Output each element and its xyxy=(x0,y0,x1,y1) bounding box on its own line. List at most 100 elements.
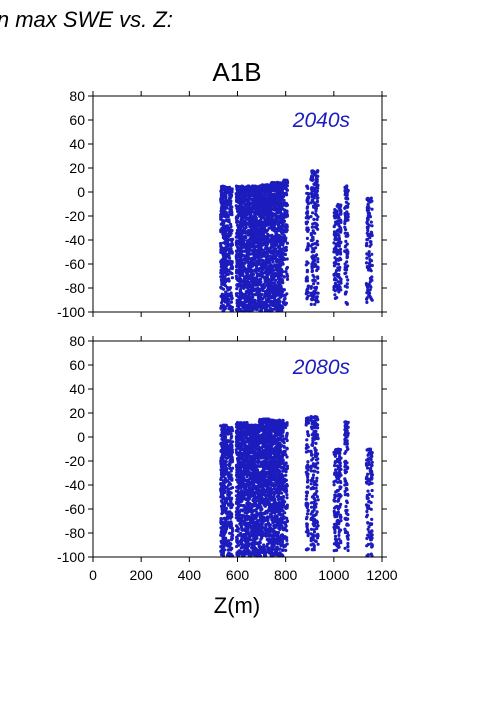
data-point xyxy=(240,241,244,245)
data-point xyxy=(316,257,320,261)
data-point xyxy=(267,266,271,270)
data-point xyxy=(221,262,225,266)
data-point xyxy=(309,286,313,290)
data-point xyxy=(246,267,250,271)
data-point xyxy=(283,293,287,297)
data-point xyxy=(243,279,247,283)
data-point xyxy=(223,463,227,467)
data-point xyxy=(229,546,233,550)
data-point xyxy=(235,264,239,268)
data-point xyxy=(247,205,251,209)
data-point xyxy=(343,231,347,235)
data-point xyxy=(249,211,253,216)
data-point xyxy=(306,294,310,298)
data-point xyxy=(367,266,371,271)
data-point xyxy=(256,234,260,238)
data-point xyxy=(225,190,229,194)
data-point xyxy=(229,482,233,486)
figure-title: in max SWE vs. Z: xyxy=(0,7,173,32)
data-point xyxy=(284,245,288,249)
data-point xyxy=(305,276,309,280)
data-point xyxy=(221,246,225,250)
data-point xyxy=(242,249,246,253)
data-point xyxy=(261,210,265,214)
data-point xyxy=(312,294,316,298)
data-point xyxy=(252,254,256,258)
data-point xyxy=(243,261,247,265)
data-point xyxy=(223,477,227,481)
data-point xyxy=(220,197,224,201)
data-point xyxy=(254,245,258,249)
data-point xyxy=(339,257,343,262)
data-point xyxy=(285,257,289,261)
data-point xyxy=(278,186,282,190)
data-point xyxy=(271,275,275,279)
data-point xyxy=(221,482,225,486)
data-point xyxy=(223,526,227,531)
data-point xyxy=(227,539,231,543)
data-point xyxy=(283,303,287,307)
data-point xyxy=(285,277,290,281)
data-point xyxy=(306,261,310,265)
data-point xyxy=(365,216,370,220)
data-point xyxy=(339,219,343,223)
data-point xyxy=(368,214,372,218)
data-point xyxy=(311,247,315,251)
data-point xyxy=(253,224,257,228)
data-point xyxy=(254,307,258,311)
data-point xyxy=(227,524,231,528)
data-point xyxy=(305,279,310,283)
data-point xyxy=(346,212,350,216)
data-point xyxy=(240,263,244,267)
data-point xyxy=(250,280,254,284)
data-point xyxy=(250,208,254,212)
data-point xyxy=(264,290,268,294)
data-point xyxy=(277,221,282,225)
data-point xyxy=(265,206,269,211)
data-point xyxy=(310,269,314,274)
data-point xyxy=(243,196,247,200)
data-point xyxy=(242,286,246,290)
data-point xyxy=(313,183,317,187)
data-point xyxy=(364,261,369,265)
data-point xyxy=(224,255,228,259)
data-point xyxy=(271,221,275,225)
data-point xyxy=(225,252,229,257)
data-point xyxy=(366,225,370,230)
data-point xyxy=(369,277,373,281)
data-point xyxy=(235,287,239,291)
data-point xyxy=(222,283,226,287)
y-tick-label: 60 xyxy=(69,112,85,128)
data-point xyxy=(253,298,257,302)
data-point xyxy=(241,490,245,494)
data-point xyxy=(259,283,263,287)
data-point xyxy=(228,259,232,264)
data-point xyxy=(365,237,370,242)
data-point xyxy=(316,169,320,173)
data-point xyxy=(225,200,229,204)
data-point xyxy=(285,272,289,276)
data-point xyxy=(222,510,226,514)
data-point xyxy=(222,241,226,245)
data-point xyxy=(315,200,319,204)
data-point xyxy=(226,227,230,232)
data-point xyxy=(251,301,255,305)
data-point xyxy=(263,187,267,191)
data-point xyxy=(285,267,289,271)
data-point xyxy=(227,455,231,459)
data-point xyxy=(335,284,339,288)
data-point xyxy=(227,307,231,311)
data-point xyxy=(285,241,289,245)
data-point xyxy=(221,470,225,474)
data-point xyxy=(240,528,244,532)
data-point xyxy=(336,214,340,219)
data-point xyxy=(310,176,314,180)
data-point xyxy=(239,258,243,263)
data-point xyxy=(226,272,230,276)
data-point xyxy=(344,216,348,220)
data-point xyxy=(345,275,349,279)
data-point xyxy=(267,269,271,273)
data-point xyxy=(225,270,229,274)
